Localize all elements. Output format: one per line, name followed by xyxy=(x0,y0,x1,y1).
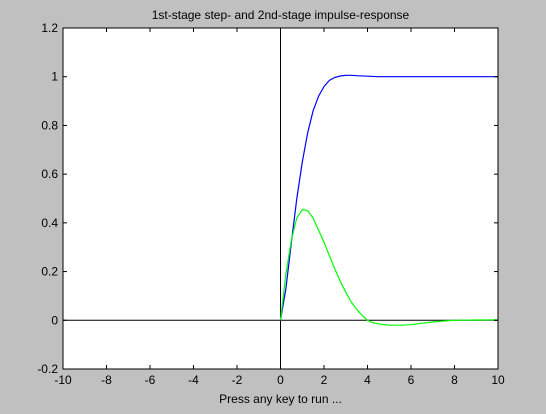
y-tick-label: -0.2 xyxy=(37,362,58,376)
chart-title: 1st-stage step- and 2nd-stage impulse-re… xyxy=(152,8,410,22)
data-series xyxy=(279,74,499,326)
y-tick-label: 0.2 xyxy=(41,265,58,279)
series-line-1 xyxy=(279,74,498,321)
x-axis-label: Press any key to run ... xyxy=(219,392,342,406)
x-tick-label: 8 xyxy=(451,373,458,387)
x-tick-label: 10 xyxy=(491,373,505,387)
x-tick-label: -10 xyxy=(54,373,72,387)
x-tick-label: -2 xyxy=(232,373,243,387)
x-tick-label: 2 xyxy=(321,373,328,387)
y-tick-labels: -0.2 0 0.2 0.4 0.6 0.8 1 1.2 xyxy=(37,21,58,376)
y-tick-label: 0.6 xyxy=(41,167,58,181)
y-tick-label: 0.8 xyxy=(41,118,58,132)
x-tick-label: 6 xyxy=(408,373,415,387)
x-tick-label: -4 xyxy=(188,373,199,387)
x-tick-labels: -10 -8 -6 -4 -2 0 2 4 6 8 10 xyxy=(54,373,505,387)
x-tick-label: -6 xyxy=(145,373,156,387)
axes-frame xyxy=(62,27,499,370)
y-tick-label: 0.4 xyxy=(41,216,58,230)
x-tick-label: 0 xyxy=(277,373,284,387)
y-tick-label: 1 xyxy=(51,70,58,84)
x-tick-label: -8 xyxy=(101,373,112,387)
x-tick-label: 4 xyxy=(364,373,371,387)
series-line-2 xyxy=(279,208,499,326)
y-tick-label: 0 xyxy=(51,313,58,327)
y-tick-label: 1.2 xyxy=(41,21,58,35)
